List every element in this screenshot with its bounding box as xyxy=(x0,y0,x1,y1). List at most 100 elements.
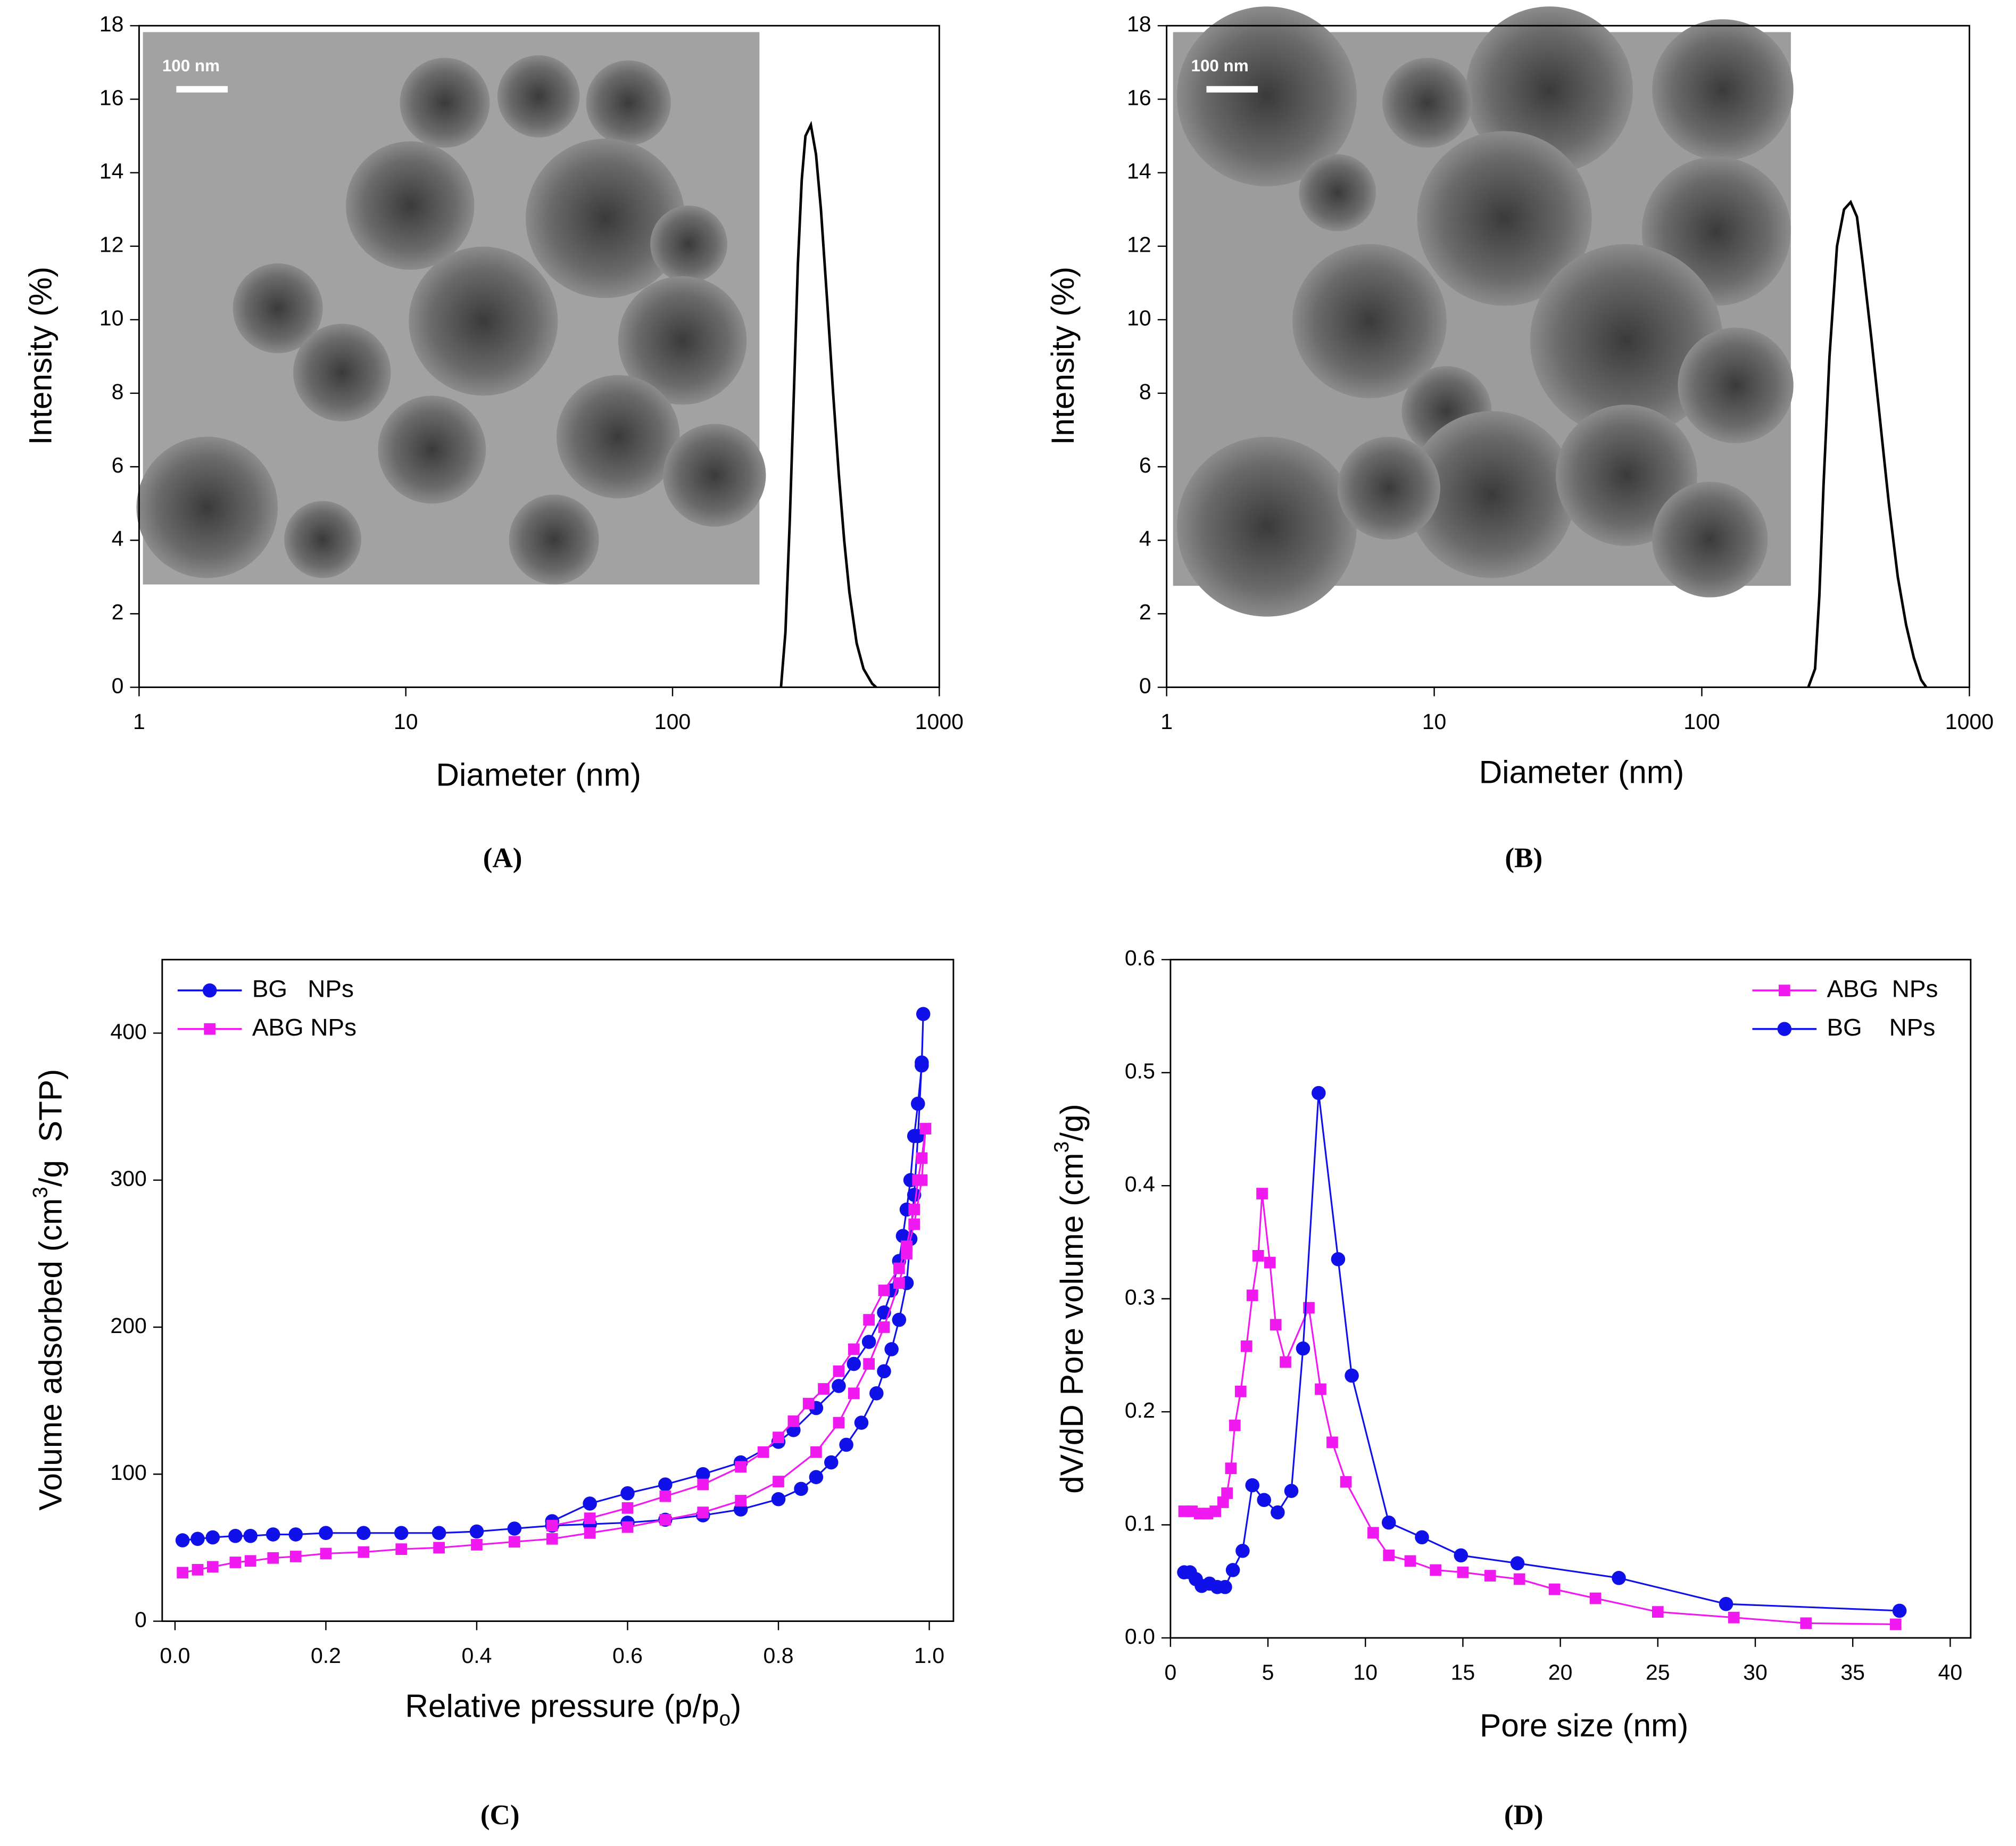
marker xyxy=(1221,1487,1233,1499)
marker xyxy=(1612,1571,1626,1585)
label-part: Relative pressure (p/p xyxy=(405,1688,719,1724)
x-tick-label: 10 xyxy=(1353,1660,1378,1684)
marker xyxy=(773,1431,784,1444)
x-tick-label: 1.0 xyxy=(914,1643,944,1668)
y-tick-label: 10 xyxy=(1127,306,1151,330)
particles xyxy=(136,55,766,585)
x-tick-label: 0.8 xyxy=(764,1643,794,1668)
marker xyxy=(833,1417,845,1429)
marker xyxy=(620,1486,635,1501)
y-tick-label: 0 xyxy=(135,1607,147,1632)
marker xyxy=(832,1379,846,1393)
y-tick-label: 2 xyxy=(112,600,124,624)
y-label: dV/dD Pore volume (cm3/g) xyxy=(1050,1104,1090,1493)
marker xyxy=(1889,1618,1902,1630)
marker xyxy=(877,1364,891,1379)
marker xyxy=(1778,984,1790,997)
particles xyxy=(1176,6,1794,617)
marker xyxy=(1246,1289,1258,1302)
label-part: Volume adsorbed (cm xyxy=(32,1198,69,1511)
series-line xyxy=(1184,1193,1896,1625)
marker xyxy=(810,1446,822,1458)
marker xyxy=(809,1470,824,1485)
x-tick-label: 10 xyxy=(1422,709,1447,734)
y-tick-label: 400 xyxy=(110,1019,146,1044)
marker xyxy=(878,1321,890,1333)
legend-label: ABG NPs xyxy=(1827,974,1938,1002)
x-tick-label: 10 xyxy=(394,709,418,734)
label-part: 3 xyxy=(1050,1141,1073,1153)
marker xyxy=(1312,1086,1326,1100)
marker xyxy=(471,1539,483,1551)
series-line xyxy=(182,1014,924,1542)
marker xyxy=(243,1529,258,1543)
x-tick-label: 0.0 xyxy=(160,1643,190,1668)
marker xyxy=(1510,1556,1525,1570)
y-tick-label: 300 xyxy=(110,1166,146,1191)
marker xyxy=(910,1096,925,1111)
x-tick-label: 1 xyxy=(1160,709,1173,734)
marker xyxy=(1225,1462,1237,1475)
marker xyxy=(1484,1570,1496,1582)
label-part: /g STP) xyxy=(32,1069,69,1187)
marker xyxy=(787,1415,800,1427)
y-tick-label: 4 xyxy=(112,526,124,551)
series-line xyxy=(1184,1092,1900,1612)
marker xyxy=(228,1529,243,1543)
marker xyxy=(1284,1484,1299,1499)
scale-bar xyxy=(176,86,228,93)
marker xyxy=(1381,1515,1396,1530)
marker xyxy=(244,1555,256,1567)
marker xyxy=(356,1526,371,1541)
y-tick-label: 10 xyxy=(99,306,124,330)
marker xyxy=(1252,1250,1264,1262)
marker xyxy=(1209,1505,1222,1517)
marker xyxy=(394,1526,409,1541)
marker xyxy=(358,1546,370,1558)
marker xyxy=(546,1533,558,1545)
marker xyxy=(229,1557,242,1568)
y-tick-label: 0.6 xyxy=(1125,946,1155,970)
marker xyxy=(584,1512,596,1525)
x-tick-label: 20 xyxy=(1548,1660,1573,1684)
x-label: Relative pressure (p/po) xyxy=(405,1688,741,1731)
x-tick-label: 100 xyxy=(654,709,691,734)
x-tick-label: 0.2 xyxy=(311,1643,341,1668)
marker xyxy=(893,1262,905,1274)
marker xyxy=(919,1123,932,1135)
marker xyxy=(584,1527,596,1539)
marker xyxy=(1454,1548,1469,1563)
marker xyxy=(884,1342,899,1356)
marker xyxy=(266,1527,280,1542)
marker xyxy=(1235,1544,1250,1558)
y-tick-label: 0.4 xyxy=(1125,1172,1155,1196)
marker xyxy=(848,1343,860,1355)
marker xyxy=(1415,1530,1429,1545)
marker xyxy=(267,1552,279,1564)
y-tick-label: 12 xyxy=(1127,233,1151,257)
marker xyxy=(916,1152,928,1164)
legend-label: BG NPs xyxy=(252,974,354,1002)
series-line xyxy=(779,121,877,689)
marker xyxy=(1367,1527,1379,1539)
marker xyxy=(901,1240,912,1252)
panel-label: (D) xyxy=(1504,1800,1544,1831)
panel: 1 10 100 1000 0 2 4 6 8 10 12 14 16 18 xyxy=(99,12,964,734)
marker xyxy=(1217,1496,1229,1508)
label-part: dV/dD Pore volume (cm xyxy=(1053,1153,1090,1494)
marker xyxy=(1315,1383,1326,1395)
y-tick-label: 14 xyxy=(1127,159,1151,183)
marker xyxy=(847,1356,861,1371)
y-tick-label: 0 xyxy=(112,673,124,698)
marker xyxy=(1652,1606,1664,1618)
marker xyxy=(878,1285,890,1296)
legend-label: ABG NPs xyxy=(252,1013,356,1041)
scale-bar-label: 100 nm xyxy=(162,56,220,75)
marker xyxy=(395,1543,408,1555)
y-tick-label: 12 xyxy=(99,233,124,257)
x-tick-label: 30 xyxy=(1743,1660,1768,1684)
marker xyxy=(1257,1493,1272,1508)
marker xyxy=(1240,1340,1252,1352)
marker xyxy=(863,1358,875,1370)
